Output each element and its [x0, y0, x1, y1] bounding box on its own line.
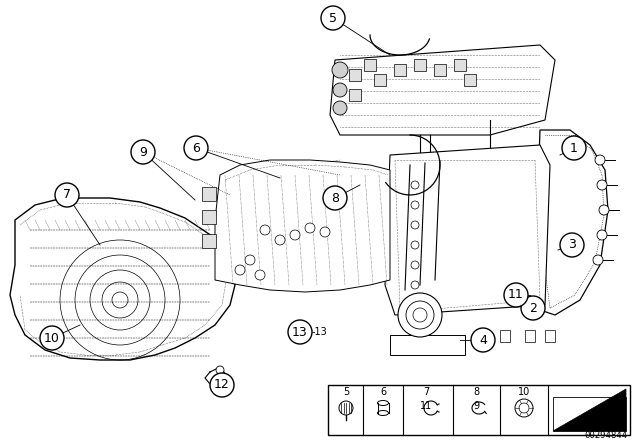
- Bar: [202, 234, 216, 248]
- Text: -13: -13: [312, 327, 328, 337]
- Circle shape: [560, 233, 584, 257]
- Circle shape: [595, 155, 605, 165]
- Circle shape: [599, 205, 609, 215]
- Bar: [202, 210, 216, 224]
- Circle shape: [504, 283, 528, 307]
- Circle shape: [411, 221, 419, 229]
- Polygon shape: [330, 45, 555, 135]
- Bar: [464, 74, 476, 86]
- Circle shape: [210, 373, 234, 397]
- Circle shape: [305, 223, 315, 233]
- Polygon shape: [390, 335, 465, 355]
- Circle shape: [245, 255, 255, 265]
- Bar: [434, 64, 446, 76]
- Circle shape: [515, 399, 533, 417]
- Bar: [374, 74, 386, 86]
- Circle shape: [562, 136, 586, 160]
- Polygon shape: [10, 198, 235, 360]
- Text: 00294844: 00294844: [584, 431, 627, 440]
- Text: 5: 5: [343, 387, 349, 397]
- Text: 12: 12: [214, 379, 230, 392]
- Text: 6: 6: [192, 142, 200, 155]
- Circle shape: [131, 140, 155, 164]
- Text: 7: 7: [63, 189, 71, 202]
- Circle shape: [406, 301, 434, 329]
- Circle shape: [323, 186, 347, 210]
- Ellipse shape: [378, 401, 388, 405]
- Circle shape: [521, 296, 545, 320]
- Circle shape: [255, 270, 265, 280]
- Circle shape: [235, 265, 245, 275]
- Bar: [364, 59, 376, 71]
- Circle shape: [339, 401, 353, 415]
- Circle shape: [290, 230, 300, 240]
- Circle shape: [398, 293, 442, 337]
- Bar: [394, 64, 406, 76]
- Bar: [475, 330, 485, 342]
- Text: 10: 10: [518, 387, 530, 397]
- Text: 9: 9: [473, 401, 479, 411]
- Text: 3: 3: [568, 238, 576, 251]
- Text: 11: 11: [420, 401, 432, 411]
- Bar: [500, 330, 510, 342]
- Text: 4: 4: [479, 333, 487, 346]
- Polygon shape: [215, 160, 390, 292]
- Circle shape: [411, 281, 419, 289]
- Ellipse shape: [378, 410, 388, 415]
- Text: 7: 7: [423, 387, 429, 397]
- Circle shape: [597, 230, 607, 240]
- Text: 5: 5: [329, 12, 337, 25]
- Circle shape: [411, 201, 419, 209]
- Circle shape: [260, 225, 270, 235]
- Circle shape: [216, 366, 224, 374]
- Bar: [525, 330, 535, 342]
- Polygon shape: [385, 145, 550, 315]
- Circle shape: [320, 227, 330, 237]
- Bar: [328, 385, 630, 435]
- Bar: [545, 330, 555, 342]
- Text: 8: 8: [331, 191, 339, 204]
- Circle shape: [413, 308, 427, 322]
- Circle shape: [333, 101, 347, 115]
- Circle shape: [333, 83, 347, 97]
- Circle shape: [411, 241, 419, 249]
- Text: 10: 10: [44, 332, 60, 345]
- Circle shape: [184, 136, 208, 160]
- Circle shape: [597, 180, 607, 190]
- Text: 2: 2: [529, 302, 537, 314]
- Text: 6: 6: [380, 387, 386, 397]
- Circle shape: [471, 328, 495, 352]
- Bar: [553, 397, 626, 431]
- Text: 8: 8: [473, 387, 479, 397]
- Circle shape: [275, 235, 285, 245]
- Circle shape: [332, 62, 348, 78]
- Bar: [349, 89, 361, 101]
- Circle shape: [411, 261, 419, 269]
- Text: 13: 13: [292, 326, 308, 339]
- Circle shape: [55, 183, 79, 207]
- Circle shape: [411, 181, 419, 189]
- Bar: [454, 59, 466, 71]
- Circle shape: [321, 6, 345, 30]
- Polygon shape: [535, 130, 608, 315]
- Text: 11: 11: [508, 289, 524, 302]
- Circle shape: [40, 326, 64, 350]
- Bar: [349, 69, 361, 81]
- Circle shape: [519, 403, 529, 413]
- Circle shape: [593, 255, 603, 265]
- Text: 9: 9: [139, 146, 147, 159]
- Bar: [202, 187, 216, 201]
- Text: 1: 1: [570, 142, 578, 155]
- Polygon shape: [553, 389, 626, 431]
- Bar: [414, 59, 426, 71]
- Circle shape: [288, 320, 312, 344]
